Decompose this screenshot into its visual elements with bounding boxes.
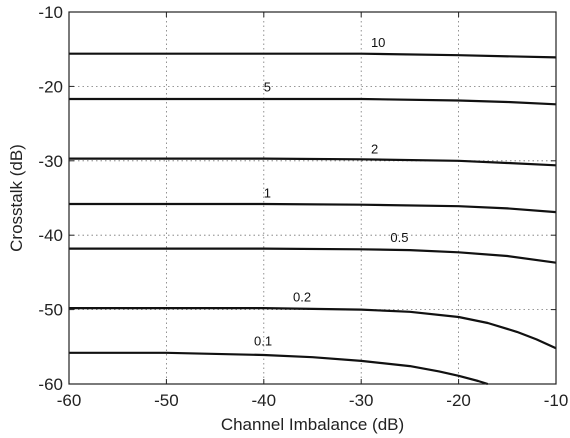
series-label-10: 10 [371,35,385,50]
y-tick-label: -10 [38,3,63,22]
series-line-2 [69,157,557,167]
tick-labels: -60 -50 -40 -30 -20 -10 -60 -50 -40 -30 -20 -10 [38,3,568,410]
series-label-5: 5 [264,80,271,95]
x-tick-label: -10 [544,391,569,410]
x-tick-label: -30 [349,391,374,410]
ticks [68,11,557,385]
series-label-1: 1 [264,185,271,200]
series-line-10 [69,52,557,59]
series-line-1 [69,202,557,214]
y-axis-label: Crosstalk (dB) [7,144,26,252]
x-axis-label: Channel Imbalance (dB) [221,415,404,434]
curves [69,52,557,386]
series-label-0.2: 0.2 [293,289,311,304]
y-tick-label: -20 [38,77,63,96]
plot-frame [68,11,557,385]
y-tick-label: -30 [38,152,63,171]
y-tick-label: -50 [38,301,63,320]
curve-labels: 10 5 2 1 0.5 0.2 0.1 [254,35,408,348]
grid [69,12,556,384]
x-tick-label: -60 [57,391,82,410]
x-tick-label: -40 [252,391,277,410]
series-line-0.1 [69,351,489,386]
series-label-2: 2 [371,141,378,156]
y-tick-label: -40 [38,226,63,245]
x-tick-label: -50 [154,391,179,410]
x-tick-label: -20 [446,391,471,410]
series-label-0.5: 0.5 [390,230,408,245]
series-label-0.1: 0.1 [254,333,272,348]
y-tick-label: -60 [38,375,63,394]
series-line-0.5 [69,247,557,264]
series-line-0.2 [69,307,557,350]
series-line-5 [69,97,557,106]
